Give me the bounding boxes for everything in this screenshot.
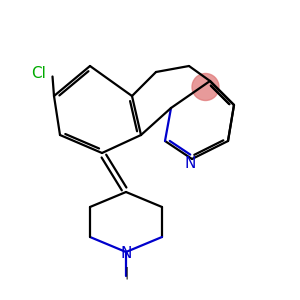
Circle shape [192, 74, 219, 100]
Text: N: N [120, 246, 132, 261]
Text: N: N [185, 156, 196, 171]
Text: Cl: Cl [32, 66, 46, 81]
Text: |: | [124, 266, 128, 280]
